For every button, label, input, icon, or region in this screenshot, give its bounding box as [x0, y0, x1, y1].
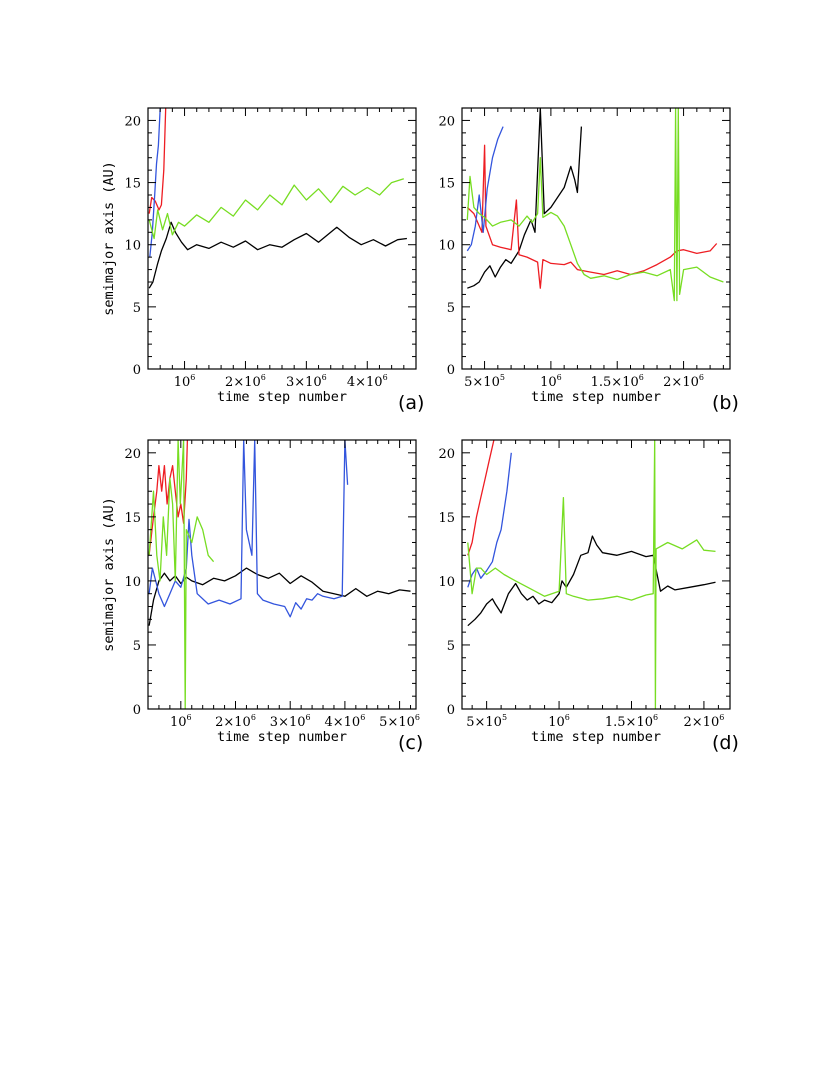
y-tick-label: 15	[124, 511, 141, 526]
series-green-line	[148, 178, 404, 240]
series-group	[467, 440, 716, 709]
series-red-line	[466, 144, 718, 289]
series-black-line	[148, 221, 407, 289]
x-tick-label: 4×106	[347, 373, 388, 390]
x-tick-label: 2×106	[225, 373, 266, 390]
series-black-line	[467, 535, 716, 627]
series-blue-line	[466, 126, 504, 252]
x-tick-label: 4×106	[324, 713, 365, 730]
series-green-line	[466, 108, 724, 302]
x-tick-label: 3×106	[286, 373, 327, 390]
y-tick-label: 0	[447, 703, 455, 718]
series-black-line	[148, 567, 411, 626]
series-group	[466, 108, 724, 302]
y-tick-label: 10	[124, 575, 141, 590]
series-red-line	[148, 108, 167, 214]
panel-label: (b)	[712, 392, 739, 414]
series-green-line	[467, 440, 716, 709]
y-tick-label: 20	[124, 447, 141, 462]
y-tick-label: 5	[447, 301, 455, 316]
series-group	[148, 108, 407, 289]
panel-label: (a)	[398, 392, 424, 414]
x-tick-label: 2×106	[684, 713, 725, 730]
plot-frame	[461, 107, 731, 370]
series-group	[148, 440, 411, 709]
x-tick-label: 106	[170, 713, 192, 730]
x-tick-label: 1.5×106	[591, 373, 644, 390]
x-tick-label: 1.5×106	[605, 713, 658, 730]
y-tick-label: 5	[447, 639, 455, 654]
y-tick-label: 20	[438, 447, 455, 462]
x-tick-label: 2×106	[663, 373, 704, 390]
x-axis-label: time step number	[531, 729, 661, 745]
plot-frame	[461, 439, 731, 710]
series-red-line	[467, 440, 495, 556]
plot-frame	[147, 439, 417, 710]
y-tick-label: 10	[438, 239, 455, 254]
panel-label: (c)	[398, 732, 423, 754]
x-tick-label: 2×106	[215, 713, 256, 730]
x-axis-label: time step number	[531, 389, 661, 405]
x-tick-label: 5×105	[464, 373, 505, 390]
series-green-line	[148, 440, 215, 709]
y-tick-label: 0	[447, 363, 455, 378]
y-tick-label: 10	[124, 239, 141, 254]
x-tick-label: 5×106	[379, 713, 420, 730]
panel-d: 0 5 10 15 20 5×105 106 1.5×106 2×106 time step nu…	[438, 439, 739, 754]
x-axis-label: time step number	[217, 729, 347, 745]
y-tick-label: 0	[133, 703, 141, 718]
series-blue-line	[148, 440, 349, 618]
y-axis-label: semimajor axis (AU)	[101, 161, 117, 315]
series-red-line	[148, 440, 189, 556]
y-axis-label: semimajor axis (AU)	[101, 497, 117, 651]
y-tick-label: 10	[438, 575, 455, 590]
y-tick-label: 20	[124, 114, 141, 129]
panel-c: 0 5 10 15 20 106 2×106 3×106 4×106 5×106 time step…	[101, 439, 423, 754]
y-tick-label: 15	[438, 511, 455, 526]
series-black-line	[467, 108, 583, 289]
panel-label: (d)	[712, 732, 739, 754]
y-tick-label: 5	[133, 639, 141, 654]
y-tick-label: 20	[438, 114, 455, 129]
plot-frame	[147, 107, 417, 370]
x-axis-label: time step number	[217, 389, 347, 405]
y-tick-label: 0	[133, 363, 141, 378]
y-tick-label: 5	[133, 301, 141, 316]
x-tick-label: 106	[540, 373, 562, 390]
y-tick-label: 15	[438, 177, 455, 192]
y-tick-label: 15	[124, 177, 141, 192]
x-tick-label: 106	[174, 373, 196, 390]
x-tick-label: 5×105	[466, 713, 507, 730]
x-tick-label: 3×106	[270, 713, 311, 730]
x-tick-label: 106	[548, 713, 570, 730]
series-blue-line	[467, 452, 512, 588]
series-blue-line	[149, 108, 161, 258]
